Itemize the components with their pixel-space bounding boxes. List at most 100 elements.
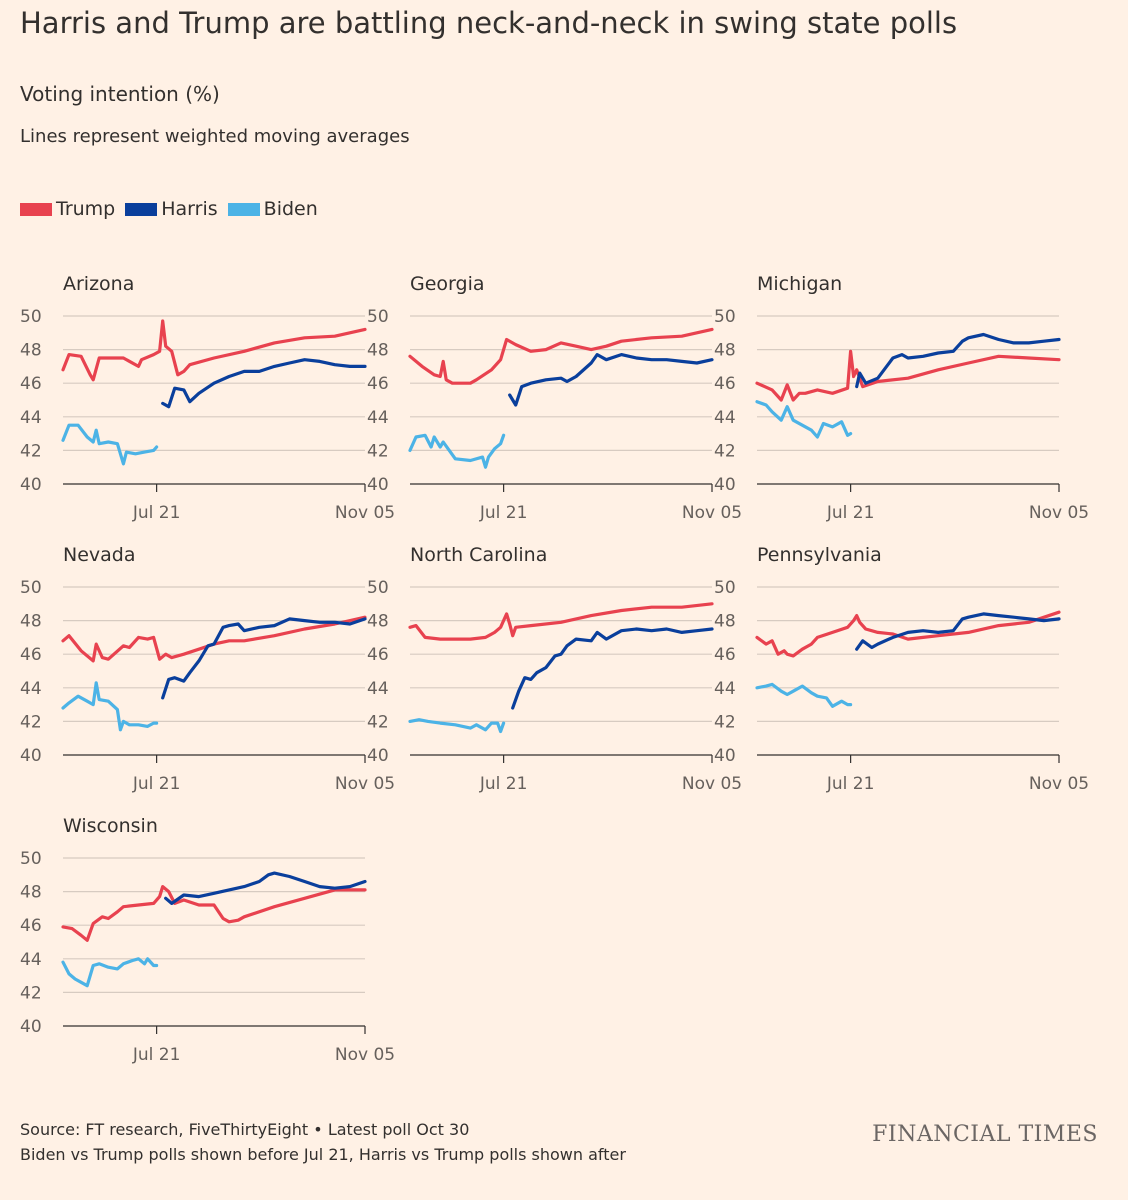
series-line-harris-pennsylvania	[855, 612, 1061, 651]
series-line-trump-georgia	[408, 327, 714, 385]
y-tick-label: 40	[20, 475, 42, 495]
y-tick-label: 44	[20, 950, 42, 970]
financial-times-logo: FINANCIAL TIMES	[872, 1122, 1098, 1147]
y-tick-label: 50	[714, 578, 736, 598]
x-tick-label: Nov 05	[335, 1045, 395, 1065]
y-tick-label: 48	[714, 612, 736, 632]
legend-item-harris: Harris	[125, 198, 218, 220]
panel-georgia: Georgia 40 42 44 46 48 50 Jul 21 Nov 05	[367, 273, 742, 523]
x-tick-label: Jul 21	[479, 503, 528, 523]
y-tick-label: 46	[20, 645, 42, 665]
series-line-biden-wisconsin	[61, 957, 159, 988]
panel-nevada: Nevada 40 42 44 46 48 50 Jul 21 Nov 05	[20, 544, 395, 794]
series-line-biden-michigan	[755, 400, 853, 439]
x-tick-label: Nov 05	[682, 503, 742, 523]
series-line-trump-wisconsin	[61, 884, 367, 942]
panel-title-georgia: Georgia	[410, 273, 485, 295]
y-tick-label: 46	[367, 374, 389, 394]
y-tick-label: 40	[714, 475, 736, 495]
chart-note: Lines represent weighted moving averages	[20, 126, 410, 147]
series-line-trump-michigan	[755, 349, 1061, 402]
y-tick-label: 50	[367, 307, 389, 327]
y-tick-label: 46	[367, 645, 389, 665]
series-line-harris-wisconsin	[164, 871, 367, 906]
y-tick-label: 48	[20, 341, 42, 361]
y-tick-label: 48	[20, 612, 42, 632]
method-note: Biden vs Trump polls shown before Jul 21…	[20, 1145, 626, 1164]
y-tick-label: 50	[367, 578, 389, 598]
series-line-harris-arizona	[161, 358, 367, 409]
x-tick-label: Jul 21	[826, 774, 875, 794]
chart-title: Harris and Trump are battling neck-and-n…	[20, 6, 958, 40]
legend-label-trump: Trump	[56, 198, 116, 220]
x-tick-label: Nov 05	[335, 503, 395, 523]
y-tick-label: 42	[714, 441, 736, 461]
y-tick-label: 42	[367, 712, 389, 732]
y-tick-label: 48	[367, 612, 389, 632]
small-multiples-chart: Arizona 40 42 44 46 48 50 Jul 21 Nov 05 Georgia 40…	[20, 273, 1089, 1065]
x-tick-label: Jul 21	[132, 774, 181, 794]
y-tick-label: 48	[714, 341, 736, 361]
series-line-trump-north-carolina	[408, 602, 714, 641]
legend-swatch-biden	[227, 202, 260, 216]
x-tick-label: Jul 21	[132, 503, 181, 523]
y-tick-label: 40	[20, 746, 42, 766]
x-tick-label: Nov 05	[335, 774, 395, 794]
legend-swatch-trump	[20, 202, 52, 216]
y-tick-label: 46	[20, 916, 42, 936]
y-tick-label: 42	[367, 441, 389, 461]
chart-subtitle: Voting intention (%)	[20, 82, 220, 106]
y-tick-label: 50	[20, 307, 42, 327]
series-line-biden-georgia	[408, 433, 506, 469]
y-tick-label: 50	[20, 578, 42, 598]
series-line-biden-north-carolina	[408, 718, 506, 734]
y-tick-label: 46	[714, 374, 736, 394]
source-note: Source: FT research, FiveThirtyEight • L…	[20, 1120, 470, 1139]
legend-swatch-harris	[125, 202, 158, 216]
panel-wisconsin: Wisconsin 40 42 44 46 48 50 Jul 21 Nov 05	[20, 815, 395, 1065]
footer: Source: FT research, FiveThirtyEight • L…	[20, 1117, 626, 1167]
legend-label-biden: Biden	[263, 198, 318, 220]
y-tick-label: 44	[367, 679, 389, 699]
y-tick-label: 42	[714, 712, 736, 732]
y-tick-label: 40	[367, 746, 389, 766]
y-tick-label: 42	[20, 441, 42, 461]
series-line-biden-arizona	[61, 423, 159, 466]
y-tick-label: 50	[714, 307, 736, 327]
series-line-biden-nevada	[61, 681, 159, 732]
x-tick-label: Jul 21	[479, 774, 528, 794]
x-tick-label: Jul 21	[826, 503, 875, 523]
legend-item-biden: Biden	[227, 198, 318, 220]
y-tick-label: 40	[367, 475, 389, 495]
series-line-harris-georgia	[508, 353, 714, 407]
y-tick-label: 44	[20, 679, 42, 699]
panel-title-north-carolina: North Carolina	[410, 544, 547, 566]
y-tick-label: 40	[20, 1017, 42, 1037]
y-tick-label: 50	[20, 849, 42, 869]
x-tick-label: Nov 05	[1029, 774, 1089, 794]
y-tick-label: 44	[20, 408, 42, 428]
series-line-trump-nevada	[61, 615, 367, 663]
legend-label-harris: Harris	[161, 198, 218, 220]
y-tick-label: 42	[20, 983, 42, 1003]
panel-michigan: Michigan 40 42 44 46 48 50 Jul 21 Nov 05	[714, 273, 1089, 523]
panel-title-nevada: Nevada	[63, 544, 136, 566]
x-tick-label: Jul 21	[132, 1045, 181, 1065]
panel-pennsylvania: Pennsylvania 40 42 44 46 48 50 Jul 21 Nov 05	[714, 544, 1089, 794]
y-tick-label: 44	[714, 679, 736, 699]
y-tick-label: 44	[714, 408, 736, 428]
panel-title-pennsylvania: Pennsylvania	[757, 544, 882, 566]
series-line-biden-pennsylvania	[755, 682, 853, 708]
x-tick-label: Nov 05	[682, 774, 742, 794]
series-line-harris-michigan	[855, 332, 1061, 389]
y-tick-label: 42	[20, 712, 42, 732]
y-tick-label: 46	[714, 645, 736, 665]
legend-item-trump: Trump	[20, 198, 115, 220]
y-tick-label: 44	[367, 408, 389, 428]
panel-title-michigan: Michigan	[757, 273, 842, 295]
y-tick-label: 40	[714, 746, 736, 766]
panel-north-carolina: North Carolina 40 42 44 46 48 50 Jul 21 Nov 05	[367, 544, 742, 794]
y-tick-label: 46	[20, 374, 42, 394]
x-tick-label: Nov 05	[1029, 503, 1089, 523]
series-line-harris-north-carolina	[511, 627, 714, 710]
